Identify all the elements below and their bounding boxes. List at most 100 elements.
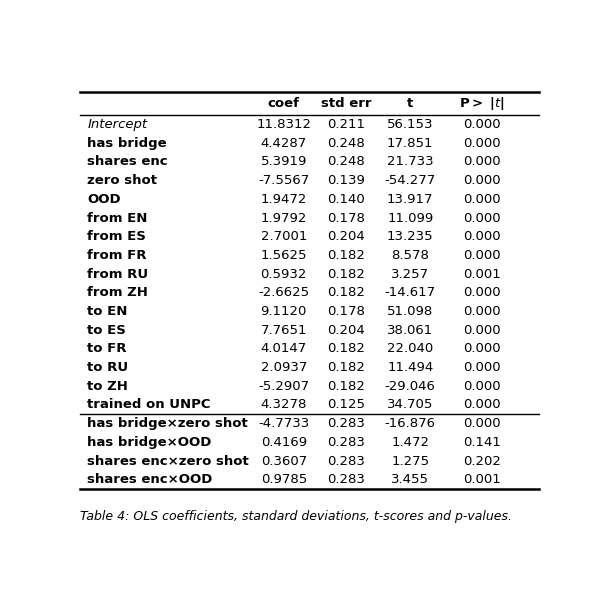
Text: 21.733: 21.733 <box>387 156 434 169</box>
Text: -29.046: -29.046 <box>385 379 435 392</box>
Text: 3.257: 3.257 <box>391 268 429 281</box>
Text: 0.9785: 0.9785 <box>261 473 307 486</box>
Text: 0.000: 0.000 <box>463 193 501 206</box>
Text: zero shot: zero shot <box>87 174 157 187</box>
Text: t: t <box>407 97 413 110</box>
Text: 1.275: 1.275 <box>391 455 429 468</box>
Text: 0.000: 0.000 <box>463 305 501 318</box>
Text: 51.098: 51.098 <box>387 305 433 318</box>
Text: 0.140: 0.140 <box>327 193 365 206</box>
Text: 0.000: 0.000 <box>463 137 501 150</box>
Text: 3.455: 3.455 <box>391 473 429 486</box>
Text: $\mathbf{P{>}\ |\mathit{t}|}$: $\mathbf{P{>}\ |\mathit{t}|}$ <box>459 95 504 112</box>
Text: 0.5932: 0.5932 <box>260 268 307 281</box>
Text: to EN: to EN <box>87 305 127 318</box>
Text: 0.000: 0.000 <box>463 118 501 131</box>
Text: 0.283: 0.283 <box>327 455 365 468</box>
Text: Intercept: Intercept <box>87 118 147 131</box>
Text: 0.204: 0.204 <box>327 230 365 243</box>
Text: has bridge×zero shot: has bridge×zero shot <box>87 417 248 430</box>
Text: 11.494: 11.494 <box>387 361 433 374</box>
Text: 1.472: 1.472 <box>391 436 429 449</box>
Text: 34.705: 34.705 <box>387 398 434 411</box>
Text: -16.876: -16.876 <box>385 417 435 430</box>
Text: 0.001: 0.001 <box>463 473 501 486</box>
Text: shares enc×zero shot: shares enc×zero shot <box>87 455 249 468</box>
Text: 0.182: 0.182 <box>327 379 365 392</box>
Text: 2.0937: 2.0937 <box>260 361 307 374</box>
Text: has bridge: has bridge <box>87 137 167 150</box>
Text: 9.1120: 9.1120 <box>260 305 307 318</box>
Text: to ZH: to ZH <box>87 379 128 392</box>
Text: 8.578: 8.578 <box>391 249 429 262</box>
Text: 0.248: 0.248 <box>327 156 365 169</box>
Text: OOD: OOD <box>87 193 121 206</box>
Text: 0.125: 0.125 <box>327 398 365 411</box>
Text: 4.3278: 4.3278 <box>260 398 307 411</box>
Text: 13.917: 13.917 <box>387 193 434 206</box>
Text: -14.617: -14.617 <box>385 287 435 300</box>
Text: to FR: to FR <box>87 342 127 355</box>
Text: from FR: from FR <box>87 249 147 262</box>
Text: 0.182: 0.182 <box>327 361 365 374</box>
Text: 0.000: 0.000 <box>463 417 501 430</box>
Text: 0.182: 0.182 <box>327 342 365 355</box>
Text: 1.9472: 1.9472 <box>260 193 307 206</box>
Text: shares enc: shares enc <box>87 156 168 169</box>
Text: 0.000: 0.000 <box>463 361 501 374</box>
Text: 13.235: 13.235 <box>387 230 434 243</box>
Text: 38.061: 38.061 <box>387 324 433 337</box>
Text: to RU: to RU <box>87 361 128 374</box>
Text: 0.000: 0.000 <box>463 379 501 392</box>
Text: 0.000: 0.000 <box>463 156 501 169</box>
Text: 0.000: 0.000 <box>463 398 501 411</box>
Text: 17.851: 17.851 <box>387 137 434 150</box>
Text: 0.283: 0.283 <box>327 417 365 430</box>
Text: -5.2907: -5.2907 <box>259 379 309 392</box>
Text: 0.202: 0.202 <box>463 455 501 468</box>
Text: 22.040: 22.040 <box>387 342 433 355</box>
Text: coef: coef <box>268 97 300 110</box>
Text: -4.7733: -4.7733 <box>258 417 309 430</box>
Text: -54.277: -54.277 <box>385 174 436 187</box>
Text: 0.178: 0.178 <box>327 211 365 224</box>
Text: 0.204: 0.204 <box>327 324 365 337</box>
Text: 0.248: 0.248 <box>327 137 365 150</box>
Text: 11.099: 11.099 <box>387 211 433 224</box>
Text: 0.000: 0.000 <box>463 211 501 224</box>
Text: 0.182: 0.182 <box>327 268 365 281</box>
Text: std err: std err <box>321 97 371 110</box>
Text: 1.5625: 1.5625 <box>260 249 307 262</box>
Text: 0.000: 0.000 <box>463 174 501 187</box>
Text: trained on UNPC: trained on UNPC <box>87 398 211 411</box>
Text: 11.8312: 11.8312 <box>256 118 311 131</box>
Text: 0.3607: 0.3607 <box>261 455 307 468</box>
Text: Table 4: OLS coefficients, standard deviations, t-scores and p-values.: Table 4: OLS coefficients, standard devi… <box>80 510 512 523</box>
Text: shares enc×OOD: shares enc×OOD <box>87 473 213 486</box>
Text: 0.182: 0.182 <box>327 287 365 300</box>
Text: 7.7651: 7.7651 <box>260 324 307 337</box>
Text: 0.000: 0.000 <box>463 342 501 355</box>
Text: 0.000: 0.000 <box>463 249 501 262</box>
Text: to ES: to ES <box>87 324 126 337</box>
Text: 4.0147: 4.0147 <box>261 342 307 355</box>
Text: 0.000: 0.000 <box>463 287 501 300</box>
Text: from EN: from EN <box>87 211 147 224</box>
Text: -7.5567: -7.5567 <box>258 174 309 187</box>
Text: 5.3919: 5.3919 <box>260 156 307 169</box>
Text: 0.001: 0.001 <box>463 268 501 281</box>
Text: -2.6625: -2.6625 <box>259 287 309 300</box>
Text: 2.7001: 2.7001 <box>260 230 307 243</box>
Text: 1.9792: 1.9792 <box>260 211 307 224</box>
Text: 0.000: 0.000 <box>463 324 501 337</box>
Text: 0.4169: 0.4169 <box>261 436 307 449</box>
Text: 0.139: 0.139 <box>327 174 365 187</box>
Text: from ZH: from ZH <box>87 287 148 300</box>
Text: 0.000: 0.000 <box>463 230 501 243</box>
Text: from RU: from RU <box>87 268 149 281</box>
Text: 0.141: 0.141 <box>463 436 501 449</box>
Text: has bridge×OOD: has bridge×OOD <box>87 436 211 449</box>
Text: 0.211: 0.211 <box>327 118 365 131</box>
Text: 0.182: 0.182 <box>327 249 365 262</box>
Text: 4.4287: 4.4287 <box>261 137 307 150</box>
